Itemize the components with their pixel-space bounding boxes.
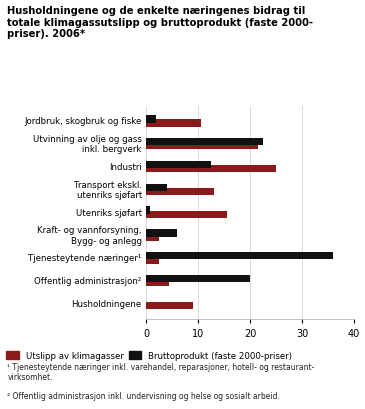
Bar [146,166,276,173]
Text: ¹ Tjenesteytende næringer inkl. varehandel, reparasjoner, hotell- og restaurant-: ¹ Tjenesteytende næringer inkl. varehand… [7,362,315,381]
Bar [146,184,167,191]
Bar [146,252,333,260]
Bar [146,302,193,309]
Bar [146,116,156,123]
Bar [146,162,211,169]
Bar [146,120,201,127]
Bar [146,207,150,214]
Bar [146,143,258,150]
Bar [146,139,263,146]
Bar [146,230,177,237]
Bar [146,279,169,287]
Bar [146,234,159,241]
Bar [146,256,159,264]
Text: Husholdningene og de enkelte næringenes bidrag til
totale klimagassutslipp og br: Husholdningene og de enkelte næringenes … [7,6,313,39]
Legend: Utslipp av klimagasser, Bruttoprodukt (faste 2000-priser): Utslipp av klimagasser, Bruttoprodukt (f… [6,351,292,360]
Bar [146,188,214,196]
Bar [146,211,227,218]
Bar [146,275,250,283]
Text: ² Offentlig administrasjon inkl. undervisning og helse og sosialt arbeid.: ² Offentlig administrasjon inkl. undervi… [7,391,280,400]
